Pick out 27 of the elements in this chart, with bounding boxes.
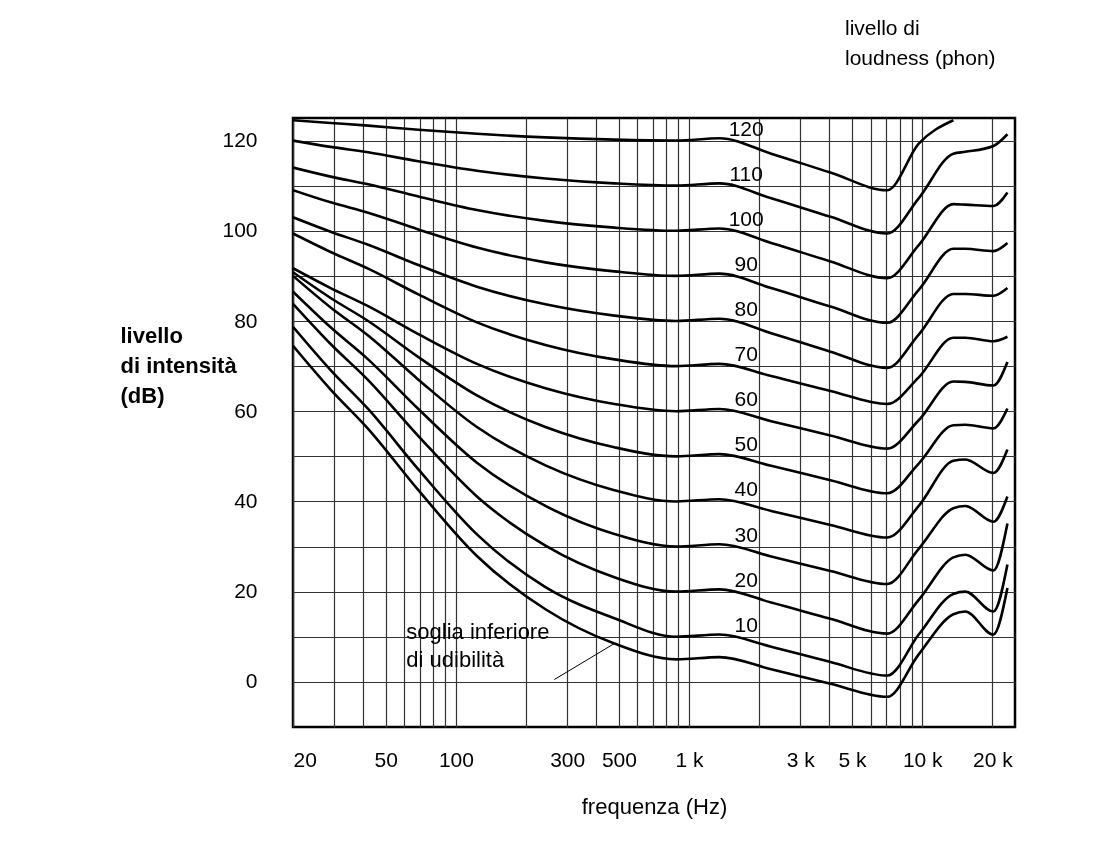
x-tick-label: 300 [550, 747, 586, 771]
series-label: 60 [734, 387, 758, 411]
x-tick-label: 10 k [902, 747, 944, 771]
series-label: 20 [734, 567, 758, 591]
x-tick-label: 3 k [786, 747, 816, 771]
x-tick-label: 100 [438, 747, 474, 771]
x-tick-label: 20 k [973, 747, 1014, 771]
y-tick-label: 120 [222, 128, 258, 152]
legend-title: livello di loudness (phon) [845, 16, 996, 69]
series-label: 90 [734, 251, 758, 275]
y-tick-label: 60 [234, 398, 258, 422]
x-axis-title: frequenza (Hz) [581, 793, 728, 819]
series-label: 30 [734, 522, 758, 546]
series-label: 40 [734, 477, 758, 501]
y-tick-label: 0 [245, 669, 258, 693]
series-label: 70 [734, 342, 758, 366]
y-tick-label: 20 [234, 579, 258, 603]
x-tick-label: 20 [293, 747, 317, 771]
y-tick-label: 100 [222, 218, 258, 242]
x-tick-label: 5 k [838, 747, 868, 771]
series-label: 80 [734, 297, 758, 320]
series-label: 10 [734, 612, 758, 636]
x-tick-label: 500 [601, 747, 637, 771]
series-label: 50 [734, 432, 758, 456]
x-tick-label: 50 [374, 747, 398, 771]
y-tick-label: 40 [234, 488, 258, 512]
x-tick-label: 1 k [675, 747, 705, 771]
